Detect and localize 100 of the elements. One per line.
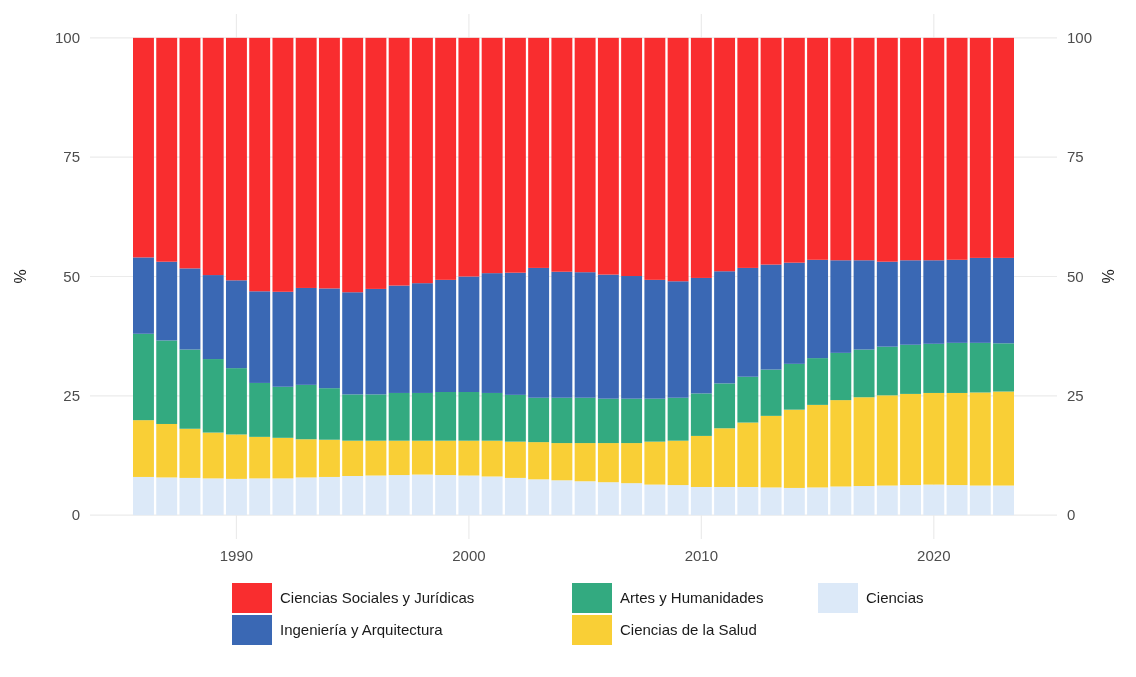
bar <box>574 443 596 482</box>
bar <box>388 37 410 286</box>
bar <box>528 442 550 480</box>
bar <box>295 287 317 385</box>
bar <box>342 292 364 395</box>
bar <box>760 369 782 416</box>
y-tick-label: 0 <box>71 506 80 524</box>
bar <box>435 440 457 476</box>
bar <box>830 486 852 516</box>
bar <box>156 37 178 262</box>
bar <box>667 485 689 516</box>
bar <box>807 259 829 359</box>
bar <box>644 279 666 399</box>
bar <box>946 259 968 343</box>
bar <box>737 37 759 268</box>
bar <box>458 475 480 516</box>
y2-tick-label: 0 <box>1067 506 1076 524</box>
bar <box>458 37 480 277</box>
bar <box>272 291 294 387</box>
bar <box>342 37 364 293</box>
bar <box>225 478 247 516</box>
bar <box>667 440 689 486</box>
bar <box>179 37 201 269</box>
bar <box>504 441 526 478</box>
bar <box>179 428 201 478</box>
y2-tick-label: 100 <box>1067 29 1093 47</box>
bar <box>923 37 945 261</box>
bar <box>133 420 154 477</box>
bar <box>365 37 387 289</box>
bar <box>411 392 433 441</box>
bar <box>644 484 666 516</box>
bar <box>249 436 271 479</box>
bar <box>342 440 364 476</box>
bar <box>923 260 945 344</box>
bar <box>900 37 922 261</box>
bar <box>760 264 782 370</box>
bar <box>807 487 829 516</box>
bar <box>318 388 340 440</box>
bar <box>388 285 410 393</box>
bar <box>458 392 480 441</box>
bar <box>504 272 526 395</box>
bar <box>225 368 247 435</box>
bar <box>946 485 968 516</box>
bar <box>458 276 480 392</box>
bar <box>551 397 573 444</box>
bar <box>156 423 178 478</box>
legend-label: Ciencias de la Salud <box>620 621 757 639</box>
bar <box>621 443 643 484</box>
bar <box>946 342 968 393</box>
bar <box>993 343 1014 392</box>
bar <box>388 440 410 476</box>
bar <box>690 393 712 436</box>
bar <box>969 37 991 258</box>
bar <box>318 37 340 289</box>
bar <box>830 400 852 487</box>
bar <box>202 37 224 276</box>
bar <box>783 37 805 263</box>
bar <box>574 37 596 273</box>
bar <box>900 393 922 486</box>
bar <box>830 260 852 353</box>
bar <box>667 397 689 441</box>
bar <box>690 277 712 394</box>
legend-label: Ciencias <box>866 589 924 607</box>
bar <box>225 280 247 369</box>
bar <box>876 261 898 347</box>
x-tick-label: 2020 <box>917 547 951 564</box>
bar <box>318 476 340 516</box>
bar <box>783 487 805 516</box>
bar <box>993 257 1014 344</box>
bar <box>690 435 712 487</box>
bar <box>807 404 829 488</box>
bar <box>807 358 829 405</box>
bar <box>807 37 829 260</box>
bar <box>458 440 480 476</box>
bar <box>504 394 526 442</box>
bar <box>504 477 526 516</box>
bar <box>621 37 643 277</box>
bar <box>714 271 736 384</box>
y-tick-label: 100 <box>54 29 80 47</box>
bar <box>900 344 922 394</box>
bar <box>737 267 759 377</box>
bar <box>760 487 782 516</box>
bar <box>644 37 666 280</box>
x-tick-label: 2010 <box>684 547 719 564</box>
bar <box>365 288 387 395</box>
legend-label: Ciencias Sociales y Jurídicas <box>280 589 475 607</box>
bar <box>621 483 643 516</box>
bar <box>760 415 782 488</box>
bar <box>690 486 712 516</box>
bar <box>411 283 433 393</box>
bar <box>202 432 224 479</box>
bar <box>597 274 619 399</box>
bar <box>179 349 201 429</box>
bar <box>783 363 805 410</box>
bar <box>342 476 364 516</box>
bar <box>714 486 736 516</box>
bar <box>179 268 201 350</box>
bar <box>969 485 991 516</box>
bar <box>574 481 596 516</box>
bar <box>876 346 898 396</box>
